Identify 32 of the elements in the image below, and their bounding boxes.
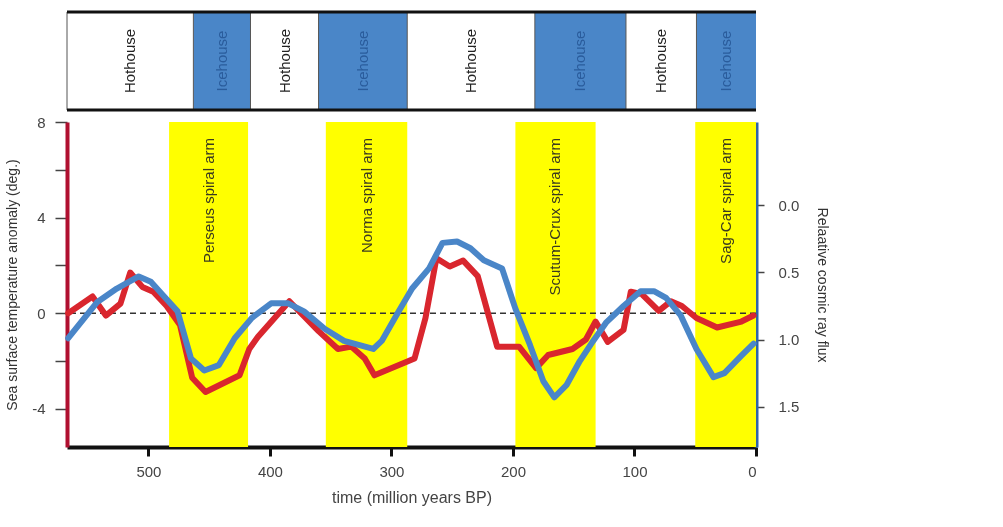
y2-tick-label: 1.5	[778, 398, 800, 416]
bar	[66, 11, 194, 111]
x-tick-label: 200	[500, 462, 526, 480]
bar	[534, 12, 626, 110]
bar	[625, 11, 697, 111]
x-tick-label: 100	[622, 462, 648, 480]
x-tick-label: 500	[136, 462, 162, 480]
series-label: Hothouse	[121, 28, 139, 94]
band-label: Scutum-Crux spiral arm	[546, 138, 564, 296]
series-label: Hothouse	[275, 28, 293, 94]
series-label: Hothouse	[652, 28, 670, 94]
series-label: Hothouse	[462, 28, 480, 94]
bar	[406, 11, 536, 111]
x-tick-label: 300	[379, 462, 405, 480]
x-axis-title: time (million years BP)	[331, 488, 493, 506]
y-tick-label: 4	[37, 209, 46, 227]
bar	[696, 12, 756, 110]
x-tick-label: 400	[257, 462, 283, 480]
bar	[249, 11, 320, 111]
band-label: Norma spiral arm	[357, 138, 375, 254]
y-axis-title: Sea surface temperature anomaly (deg.)	[4, 159, 21, 411]
band-label: Perseus spiral arm	[199, 138, 217, 264]
y2-tick-label: 0.0	[778, 196, 800, 214]
y2-tick-label: 0.5	[778, 263, 800, 281]
y2-tick-label: 1.0	[778, 331, 800, 349]
y2-axis-title: Relaative cosmic ray flux	[815, 207, 832, 363]
y-tick-label: 0	[37, 304, 46, 322]
y-tick-label: -4	[32, 400, 46, 418]
y-tick-label: 8	[37, 113, 46, 131]
x-tick-label: 0	[748, 462, 757, 480]
bar	[318, 12, 408, 110]
band-label: Sag-Car spiral arm	[716, 138, 734, 264]
